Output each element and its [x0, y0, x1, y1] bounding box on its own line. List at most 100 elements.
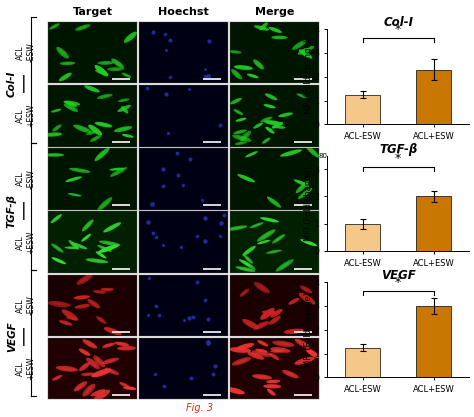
Ellipse shape	[77, 274, 93, 285]
Ellipse shape	[257, 229, 275, 241]
Ellipse shape	[93, 355, 105, 367]
Ellipse shape	[79, 362, 90, 371]
Ellipse shape	[65, 311, 74, 318]
Ellipse shape	[85, 386, 92, 394]
Ellipse shape	[103, 222, 121, 233]
Ellipse shape	[100, 246, 109, 250]
Ellipse shape	[257, 240, 270, 244]
Ellipse shape	[79, 349, 91, 356]
Ellipse shape	[74, 304, 91, 309]
Ellipse shape	[53, 110, 59, 112]
Ellipse shape	[59, 73, 72, 81]
Ellipse shape	[305, 145, 319, 158]
Ellipse shape	[225, 387, 245, 394]
Ellipse shape	[69, 317, 76, 319]
Ellipse shape	[229, 347, 251, 353]
Ellipse shape	[52, 124, 62, 132]
Ellipse shape	[74, 295, 90, 299]
Ellipse shape	[257, 27, 266, 29]
Ellipse shape	[60, 367, 73, 370]
Ellipse shape	[90, 260, 104, 262]
Ellipse shape	[253, 224, 261, 227]
Ellipse shape	[121, 347, 132, 349]
Ellipse shape	[62, 75, 69, 80]
Ellipse shape	[111, 58, 124, 68]
Ellipse shape	[118, 98, 129, 102]
Ellipse shape	[261, 232, 272, 239]
Ellipse shape	[274, 123, 281, 127]
Ellipse shape	[302, 295, 312, 302]
Ellipse shape	[89, 360, 97, 367]
Ellipse shape	[100, 200, 109, 208]
Ellipse shape	[105, 359, 116, 362]
Ellipse shape	[52, 257, 66, 264]
Ellipse shape	[251, 354, 261, 358]
Ellipse shape	[233, 349, 246, 351]
Ellipse shape	[53, 303, 66, 306]
Text: *: *	[395, 276, 401, 289]
Ellipse shape	[247, 74, 259, 78]
Ellipse shape	[90, 301, 97, 306]
Ellipse shape	[66, 317, 78, 320]
Ellipse shape	[302, 287, 310, 292]
Y-axis label: MFI (Fold change): MFI (Fold change)	[304, 166, 313, 241]
Ellipse shape	[239, 259, 251, 266]
Ellipse shape	[67, 105, 75, 110]
Ellipse shape	[91, 127, 99, 133]
Text: Fig. 3: Fig. 3	[185, 403, 213, 413]
Ellipse shape	[120, 106, 128, 111]
Ellipse shape	[230, 227, 243, 229]
Ellipse shape	[71, 242, 87, 249]
Ellipse shape	[51, 109, 62, 113]
Ellipse shape	[253, 123, 263, 128]
Ellipse shape	[96, 291, 104, 293]
Ellipse shape	[309, 148, 317, 155]
Ellipse shape	[244, 255, 253, 264]
Ellipse shape	[297, 93, 307, 98]
Title: Col-I: Col-I	[383, 16, 413, 29]
Ellipse shape	[236, 118, 246, 122]
Ellipse shape	[60, 62, 75, 65]
Ellipse shape	[237, 142, 245, 144]
Ellipse shape	[280, 149, 302, 157]
Ellipse shape	[256, 352, 268, 355]
Y-axis label: MFI (Fold change): MFI (Fold change)	[304, 39, 313, 114]
Ellipse shape	[254, 282, 270, 293]
Ellipse shape	[226, 226, 247, 231]
Title: VEGF: VEGF	[381, 269, 416, 282]
Ellipse shape	[97, 245, 112, 252]
Ellipse shape	[269, 316, 281, 325]
Ellipse shape	[264, 219, 275, 221]
Ellipse shape	[265, 311, 274, 313]
Ellipse shape	[270, 349, 283, 353]
Ellipse shape	[77, 126, 88, 131]
Ellipse shape	[84, 85, 100, 93]
Ellipse shape	[252, 350, 273, 357]
Text: ACL
-ESW: ACL -ESW	[16, 43, 36, 63]
Ellipse shape	[267, 128, 273, 132]
Ellipse shape	[86, 259, 108, 263]
Ellipse shape	[285, 372, 295, 377]
Ellipse shape	[280, 262, 290, 269]
Ellipse shape	[108, 329, 118, 333]
Text: 80: 80	[318, 153, 327, 159]
Ellipse shape	[236, 359, 247, 364]
Ellipse shape	[274, 349, 286, 351]
Ellipse shape	[84, 222, 91, 229]
Ellipse shape	[247, 352, 264, 360]
Ellipse shape	[64, 101, 77, 107]
Ellipse shape	[230, 98, 242, 104]
Title: TGF-β: TGF-β	[379, 143, 417, 156]
Ellipse shape	[271, 35, 288, 39]
Ellipse shape	[119, 382, 130, 388]
Ellipse shape	[64, 103, 78, 112]
Ellipse shape	[97, 392, 107, 399]
Ellipse shape	[81, 234, 91, 242]
Ellipse shape	[236, 111, 241, 114]
Ellipse shape	[62, 322, 70, 324]
Ellipse shape	[269, 27, 282, 33]
Ellipse shape	[277, 342, 290, 345]
Ellipse shape	[231, 51, 239, 53]
Ellipse shape	[235, 141, 247, 145]
Ellipse shape	[232, 99, 239, 103]
